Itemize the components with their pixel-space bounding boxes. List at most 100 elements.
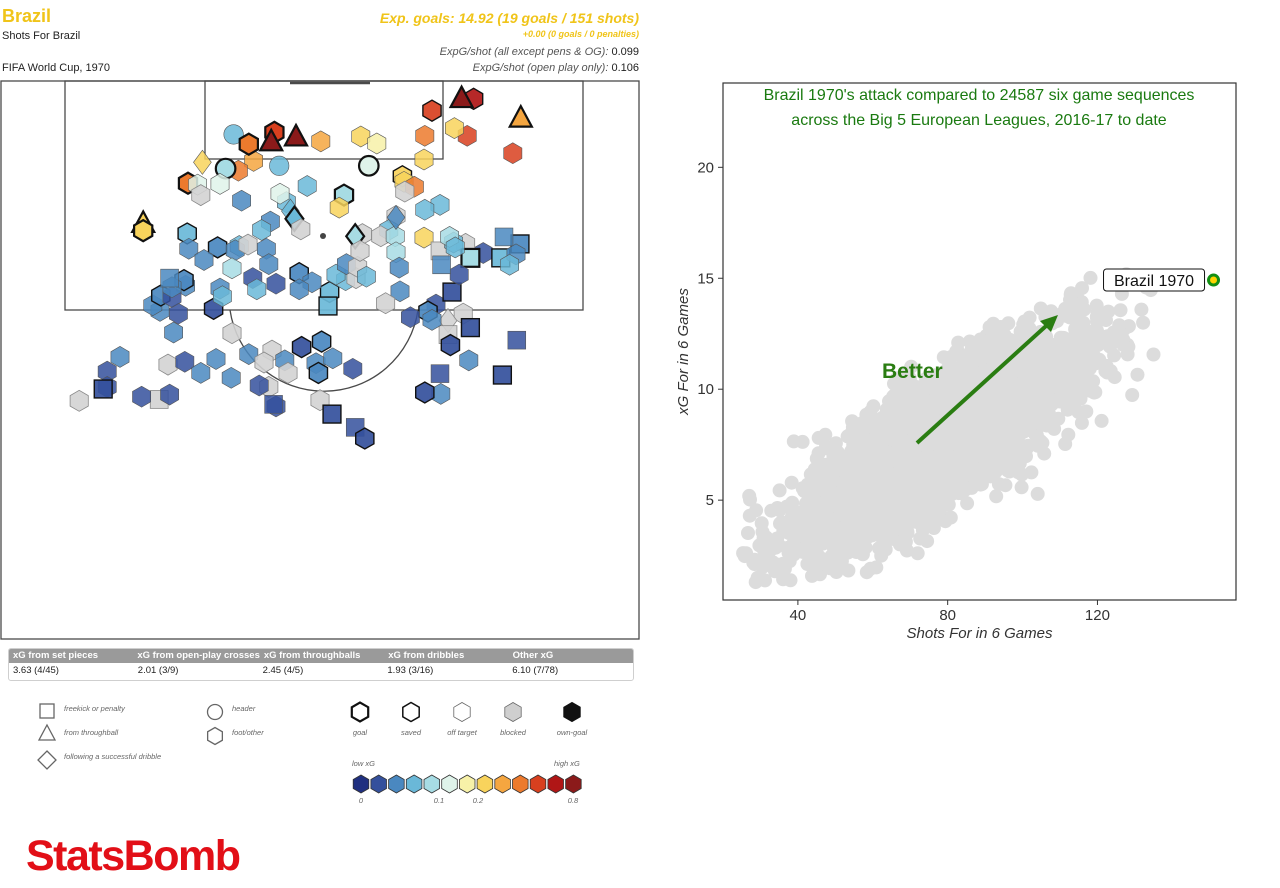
comparison-point [1014,480,1029,495]
xg-scale-hex-icon [476,774,494,794]
comparison-point [792,516,807,530]
comparison-scatter: 40 80 120 5 10 15 20 Shots For in 6 Games xG For… [675,82,1237,642]
outcome-label: own-goal [557,728,588,737]
comparison-point [972,463,987,478]
comparison-point [1071,405,1086,420]
shot-marker [278,361,298,384]
y-tick-label: 15 [697,270,714,287]
comparison-point [882,394,896,409]
comparison-point [1016,366,1031,381]
shot-marker [238,132,259,156]
comparison-point [1112,318,1127,333]
brazil-highlight: Brazil 1970 [1103,268,1221,292]
xg-per-shot-all-label: ExpG/shot (all except pens & OG): [439,46,609,58]
comparison-point [978,390,992,405]
comparison-point [973,477,988,492]
x-tick-label: 120 [1085,607,1110,624]
comparison-point [1074,383,1089,398]
shot-marker [415,198,435,221]
comparison-point [1008,432,1023,447]
shot-marker [343,357,363,380]
comparison-point [907,503,922,518]
comparison-point [1027,367,1042,382]
better-arrowhead-icon [1040,315,1058,332]
six-yard-box [204,80,444,160]
outcome-hex-icon [350,701,370,723]
shot-marker [191,362,211,384]
shot-marker [389,256,409,279]
outcome-hex-icon [402,701,420,723]
xg-per-shot-all-value: 0.099 [611,46,639,58]
comparison-point [1030,486,1045,501]
shot-marker [323,347,343,370]
legend-dribble: following a successful dribble [64,752,161,761]
shot-marker [160,268,179,288]
comparison-point [938,442,953,457]
comparison-point [1024,465,1039,480]
shot-marker [158,353,178,376]
shot-marker [440,333,461,357]
comparison-point [834,554,849,569]
comparison-point [826,466,841,481]
comparison-point [930,482,945,497]
comparison-point [1125,388,1140,402]
x-axis-label: Shots For in 6 Games [907,625,1053,642]
comparison-point [949,465,964,479]
comparison-point [848,511,863,526]
header-crosses: xG from open-play crosses [137,650,260,661]
comparison-point [985,325,1000,340]
legend-throughball: from throughball [64,728,119,737]
y-tick-label: 10 [697,381,714,398]
outcome-hex-icon [504,702,522,722]
comparison-point [806,537,820,552]
shot-marker [289,278,309,301]
shot-marker [179,237,199,260]
comparison-point [1011,447,1026,462]
comparison-point [1023,397,1038,412]
shot-marker [395,180,415,203]
comparison-point [849,540,864,555]
comparison-point [887,500,902,515]
comparison-point [901,381,915,396]
highlight-label: Brazil 1970 [1114,273,1194,290]
comparison-point [1076,315,1091,330]
comparison-point [822,481,837,496]
comparison-point [991,346,1006,361]
shot-marker [222,257,242,280]
comparison-point [1077,302,1092,317]
comparison-point [1002,464,1017,479]
shot-marker [355,427,375,450]
comparison-point [845,420,860,435]
comparison-point [1043,361,1058,376]
xg-scale-hex-icon [423,774,441,794]
comparison-point [811,446,826,461]
comparison-point [846,455,861,470]
shot-marker [503,142,523,165]
shot-marker [311,130,331,153]
shot-marker [422,99,442,123]
scatter-title-line-2: across the Big 5 European Leagues, 2016-… [791,112,1166,129]
comparison-point [747,552,762,567]
xg-per-shot-open: ExpG/shot (open play only): 0.106 [473,62,639,74]
comparison-point [995,436,1010,451]
comparison-point [897,507,912,522]
shot-marker [448,84,475,109]
y-tick-label: 20 [697,159,714,176]
shot-marker [232,189,251,212]
value-set-pieces: 3.63 (4/45) [13,665,59,676]
shot-marker [160,383,179,406]
competition-label: FIFA World Cup, 1970 [2,62,111,74]
comparison-point [1042,348,1057,363]
comparison-point [968,434,983,449]
comparison-cloud [736,267,1161,590]
comparison-point [823,561,837,576]
outcome-label: saved [401,728,422,737]
comparison-point [1071,357,1086,372]
xg-scale-hex-icon [352,774,370,794]
comparison-point [1040,388,1055,403]
shot-marker [507,330,527,350]
comparison-point [892,537,907,552]
comparison-point [913,531,928,546]
comparison-point [763,542,778,557]
comparison-point [772,483,787,498]
